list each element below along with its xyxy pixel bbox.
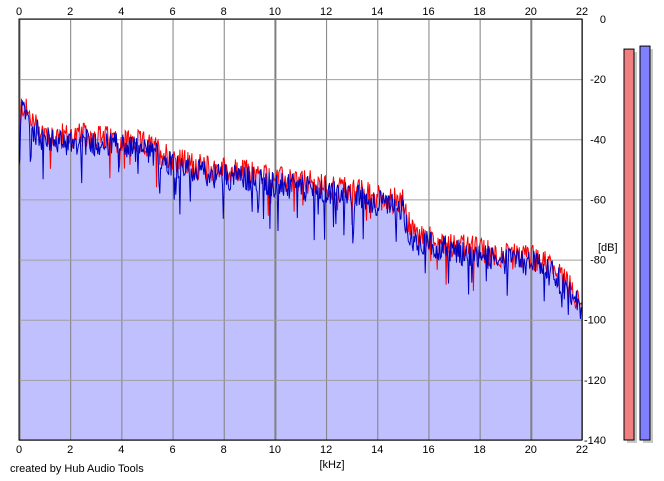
- x-tick-label-bottom: 14: [371, 444, 383, 456]
- x-tick-label-bottom: 12: [320, 444, 332, 456]
- x-tick-labels-top: 0 2 4 6 8 10 12 14 16 18 20 22: [16, 6, 588, 18]
- y-tick-label: -120: [584, 375, 606, 387]
- x-tick-label-top: 14: [371, 6, 383, 18]
- x-tick-label-top: 20: [525, 6, 537, 18]
- y-tick-label: -100: [584, 315, 606, 327]
- x-tick-label-top: 10: [269, 6, 281, 18]
- y-tick-label: -20: [590, 74, 606, 86]
- y-tick-label: -40: [590, 134, 606, 146]
- series-line-blue: [18, 100, 583, 320]
- y-tick-label: -140: [584, 435, 606, 447]
- x-tick-labels-bottom: 0 2 4 6 8 10 12 14 16 18 20 22: [16, 444, 588, 456]
- x-tick-label-top: 22: [576, 6, 588, 18]
- x-tick-label-top: 12: [320, 6, 332, 18]
- y-tick-label: -80: [590, 255, 606, 267]
- y-axis-label: [dB]: [598, 242, 618, 254]
- x-tick-label-top: 0: [16, 6, 22, 18]
- x-tick-label-bottom: 10: [269, 444, 281, 456]
- x-tick-label-bottom: 22: [576, 444, 588, 456]
- y-tick-label: -60: [590, 194, 606, 206]
- x-tick-label-bottom: 2: [67, 444, 73, 456]
- level-meters: [623, 45, 653, 444]
- x-tick-label-bottom: 18: [474, 444, 486, 456]
- y-tick-label: 0: [600, 14, 606, 26]
- credit-text: created by Hub Audio Tools: [10, 463, 144, 475]
- x-tick-label-top: 16: [422, 6, 434, 18]
- x-tick-label-top: 6: [169, 6, 175, 18]
- x-tick-label-top: 4: [118, 6, 124, 18]
- x-tick-label-bottom: 4: [118, 444, 124, 456]
- x-tick-label-bottom: 6: [169, 444, 175, 456]
- x-axis-label: [kHz]: [319, 459, 344, 471]
- x-tick-label-bottom: 20: [525, 444, 537, 456]
- y-tick-labels: 0 -20 -40 -60 -80 -100 -120 -140: [584, 14, 606, 447]
- level-meter-bar: [623, 48, 635, 441]
- x-tick-label-bottom: 0: [16, 444, 22, 456]
- x-tick-label-bottom: 8: [221, 444, 227, 456]
- plot-frame: [18, 18, 583, 441]
- level-meter-bar: [639, 45, 651, 441]
- x-tick-label-top: 8: [221, 6, 227, 18]
- x-tick-label-top: 2: [67, 6, 73, 18]
- x-tick-label-bottom: 16: [422, 444, 434, 456]
- x-tick-label-top: 18: [474, 6, 486, 18]
